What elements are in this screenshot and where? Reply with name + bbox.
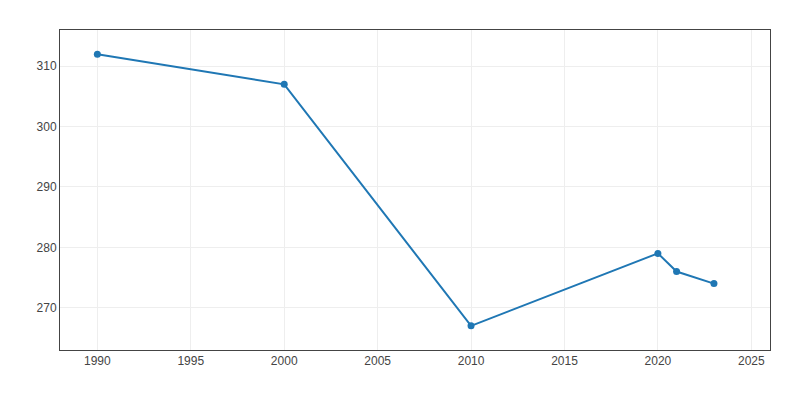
svg-text:1995: 1995	[177, 354, 204, 368]
svg-text:2000: 2000	[271, 354, 298, 368]
svg-text:290: 290	[37, 180, 57, 194]
svg-text:2010: 2010	[458, 354, 485, 368]
svg-text:2020: 2020	[645, 354, 672, 368]
svg-text:1990: 1990	[84, 354, 111, 368]
svg-text:310: 310	[37, 59, 57, 73]
svg-text:2005: 2005	[364, 354, 391, 368]
svg-text:2015: 2015	[551, 354, 578, 368]
svg-text:270: 270	[37, 301, 57, 315]
svg-text:280: 280	[37, 241, 57, 255]
svg-text:300: 300	[37, 120, 57, 134]
svg-text:2025: 2025	[738, 354, 765, 368]
